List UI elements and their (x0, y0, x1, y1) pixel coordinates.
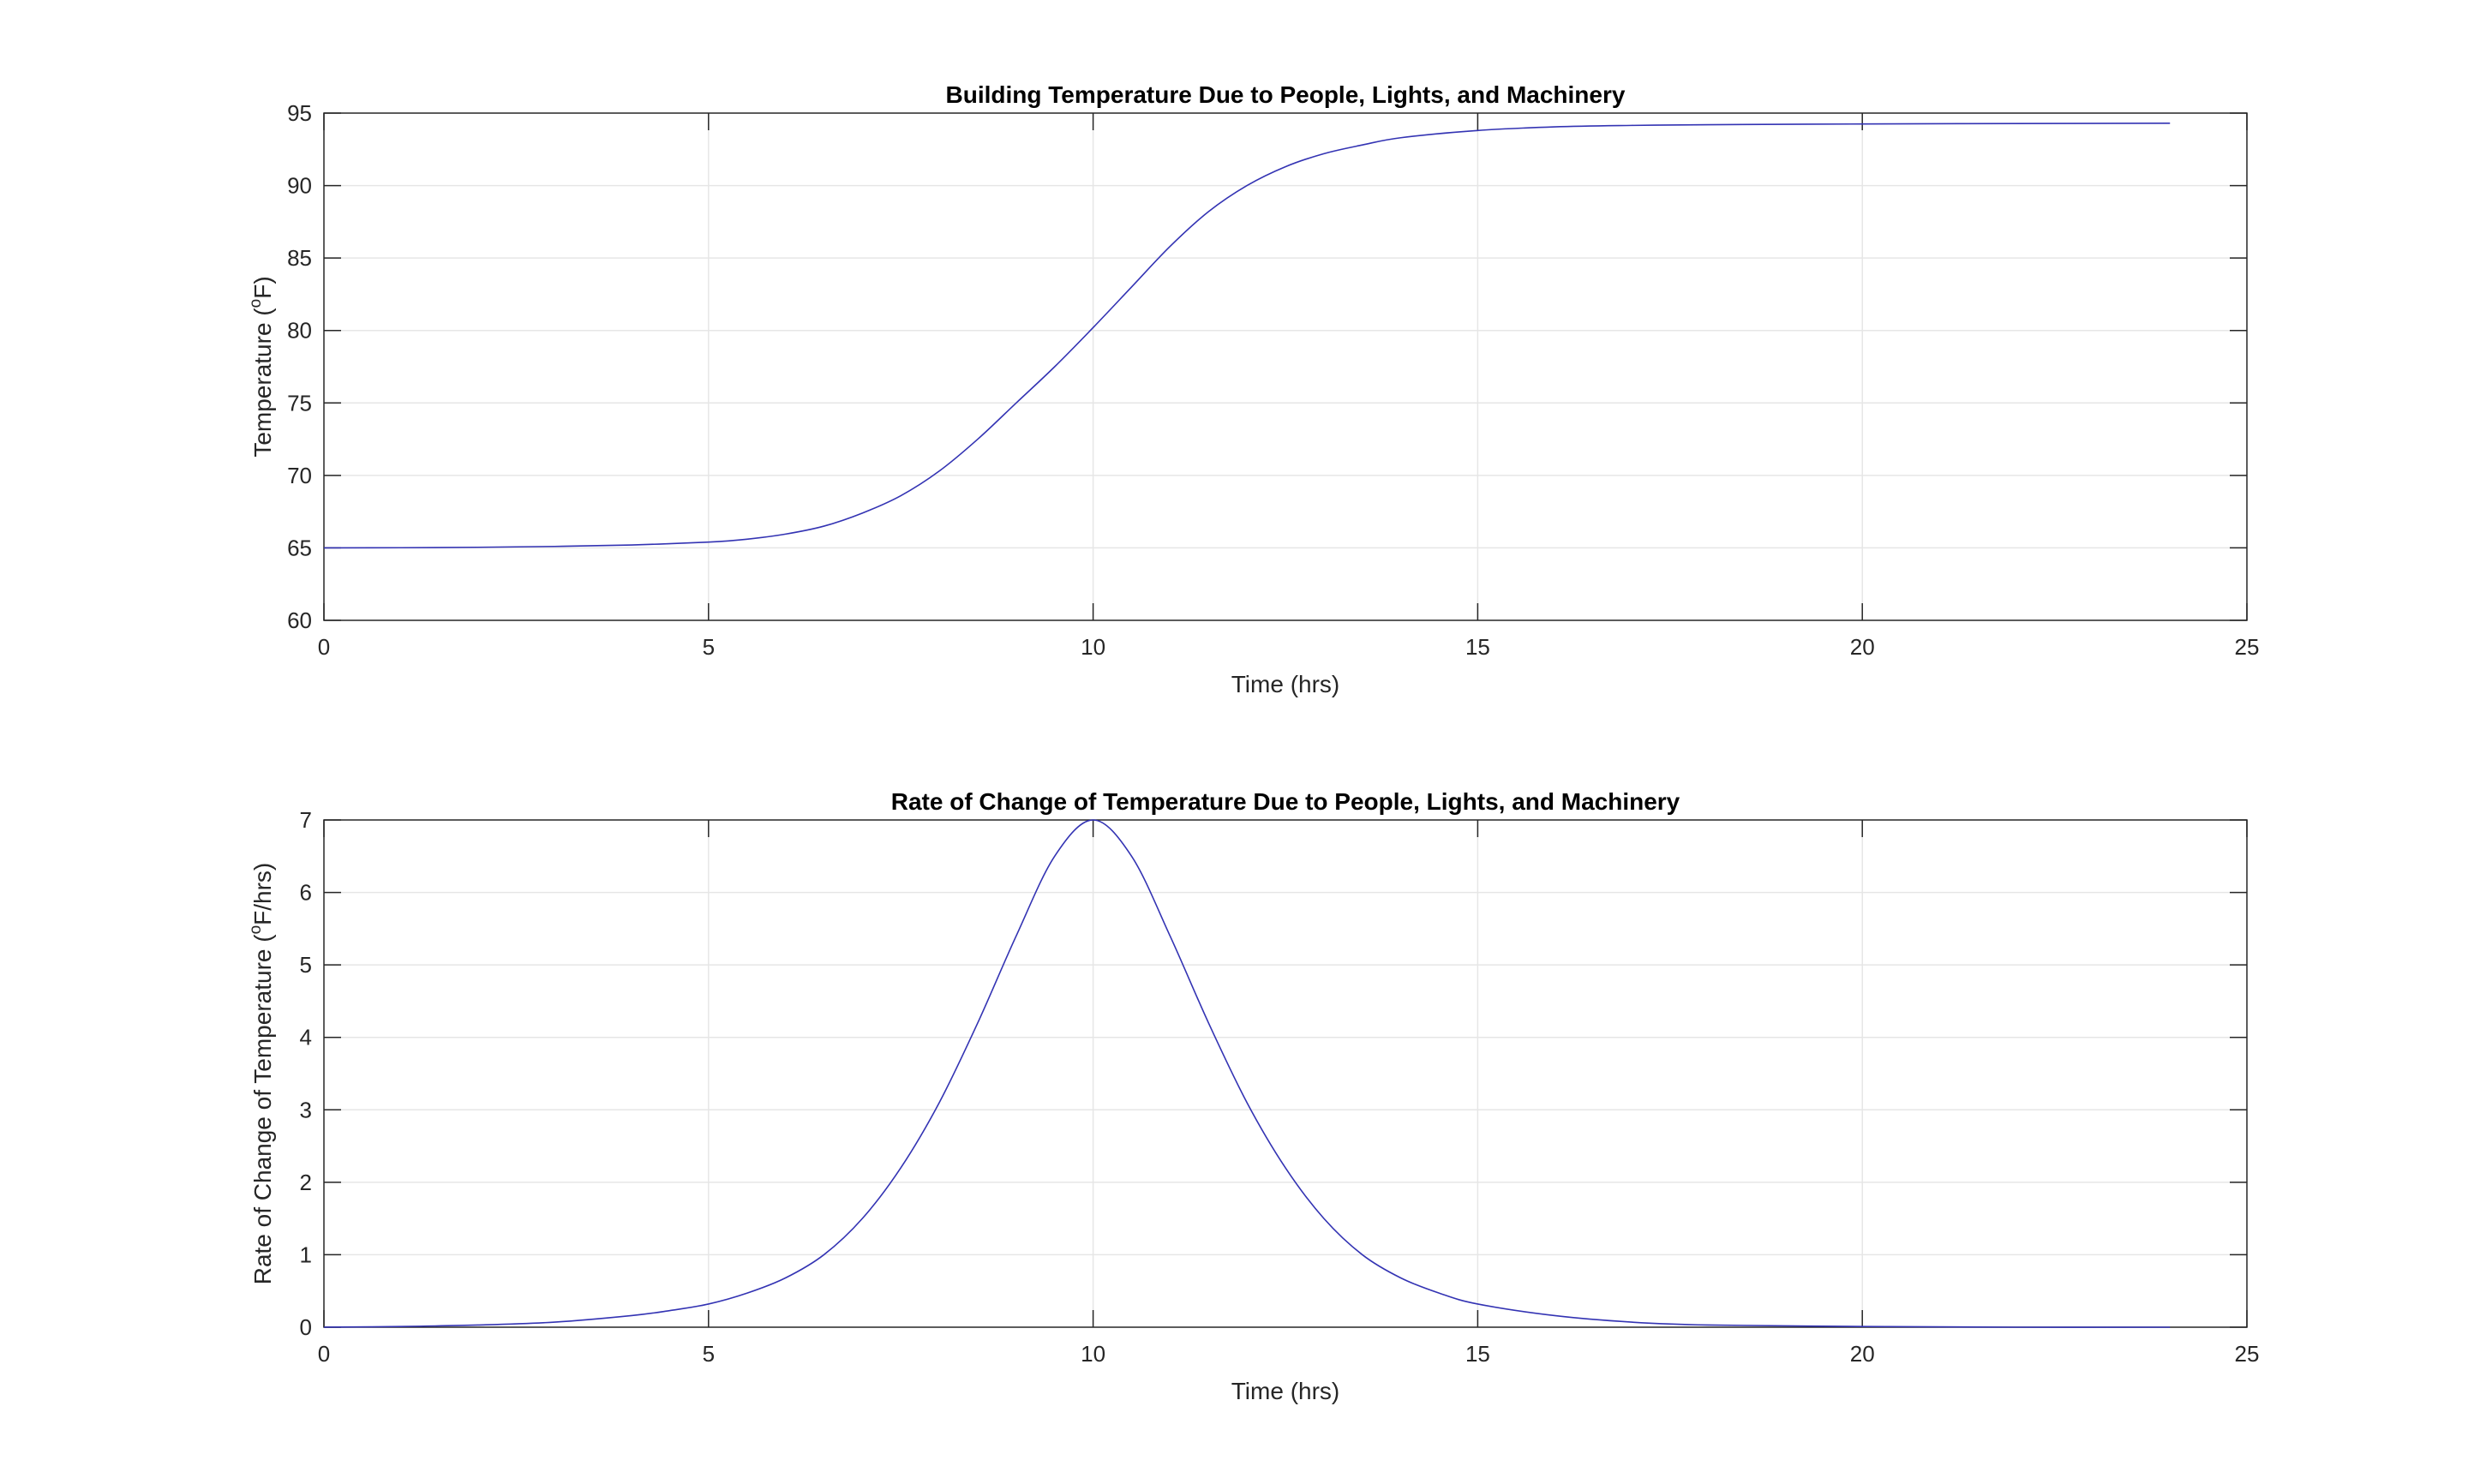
temperature-ticks: 0 5 10 15 20 25 60 65 70 75 80 85 90 95 (287, 100, 2259, 660)
rate-y-tick-label: 0 (300, 1314, 312, 1340)
temperature-y-tick-label: 90 (287, 173, 312, 199)
temperature-y-label-superscript: o (247, 299, 265, 308)
temperature-series-line (323, 123, 2171, 549)
temperature-y-tick-label: 65 (287, 535, 312, 560)
rate-ticks: 0 5 10 15 20 25 0 1 2 3 4 5 6 7 (300, 807, 2260, 1367)
rate-y-tick-label: 5 (300, 952, 312, 978)
rate-x-tick-label: 15 (1465, 1341, 1490, 1367)
temperature-y-axis-label: Temperature (oF) (247, 276, 276, 457)
rate-series-line (323, 819, 2171, 1328)
rate-x-tick-label: 10 (1081, 1341, 1105, 1367)
temperature-y-tick-label: 70 (287, 463, 312, 488)
temperature-x-axis-label: Time (hrs) (1231, 671, 1340, 697)
temperature-y-tick-label: 95 (287, 100, 312, 126)
rate-y-label-suffix: F/hrs) (249, 863, 276, 925)
temperature-grid (324, 113, 2247, 620)
temperature-y-label-suffix: F) (249, 276, 276, 298)
rate-x-tick-label: 0 (318, 1341, 330, 1367)
temperature-x-tick-label: 25 (2235, 634, 2260, 660)
temperature-axes-box (323, 112, 2248, 621)
temperature-chart-title: Building Temperature Due to People, Ligh… (946, 81, 1626, 108)
temperature-y-tick-label: 75 (287, 390, 312, 416)
temperature-plot-area (323, 123, 2171, 549)
temperature-y-tick-label: 85 (287, 245, 312, 271)
temperature-x-tick-label: 10 (1081, 634, 1105, 660)
rate-x-axis-label: Time (hrs) (1231, 1378, 1340, 1404)
rate-y-tick-label: 7 (300, 807, 312, 833)
rate-y-axis-label: Rate of Change of Temperature (oF/hrs) (247, 863, 276, 1285)
temperature-y-tick-label: 80 (287, 318, 312, 344)
rate-x-tick-label: 5 (703, 1341, 715, 1367)
rate-y-label-superscript: o (247, 925, 265, 935)
temperature-x-tick-label: 20 (1850, 634, 1875, 660)
temperature-x-tick-label: 0 (318, 634, 330, 660)
rate-chart-title: Rate of Change of Temperature Due to Peo… (891, 788, 1680, 815)
rate-y-tick-label: 3 (300, 1097, 312, 1122)
rate-y-tick-label: 2 (300, 1170, 312, 1195)
rate-grid (324, 820, 2247, 1327)
rate-axes-box (323, 819, 2248, 1328)
temperature-y-tick-label: 60 (287, 607, 312, 633)
rate-x-tick-label: 20 (1850, 1341, 1875, 1367)
temperature-x-tick-label: 15 (1465, 634, 1490, 660)
temperature-x-tick-label: 5 (703, 634, 715, 660)
rate-chart: 0 5 10 15 20 25 0 1 2 3 4 5 6 7 Rate of Change of Tem… (247, 788, 2259, 1404)
rate-plot-area (323, 819, 2171, 1328)
temperature-y-label-prefix: Temperature ( (249, 308, 276, 458)
rate-y-label-prefix: Rate of Change of Temperature ( (249, 934, 276, 1285)
rate-y-tick-label: 1 (300, 1242, 312, 1267)
rate-y-tick-label: 4 (300, 1025, 312, 1050)
rate-y-tick-label: 6 (300, 880, 312, 906)
rate-x-tick-label: 25 (2235, 1341, 2260, 1367)
temperature-chart: 0 5 10 15 20 25 60 65 70 75 80 85 90 95 Building Temp… (247, 81, 2259, 697)
